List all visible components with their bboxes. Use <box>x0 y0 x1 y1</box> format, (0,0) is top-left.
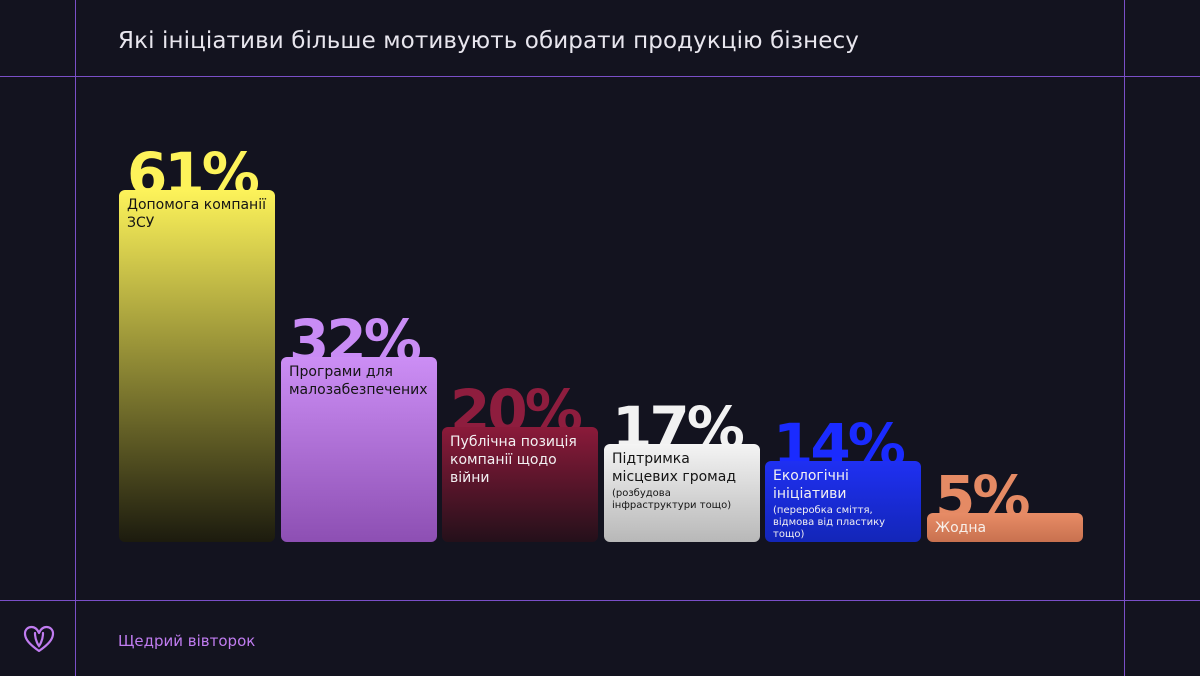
frame-left-line <box>75 0 76 676</box>
bar-category-label: Допомога компанії ЗСУ <box>127 197 266 231</box>
bar: Екологічні ініціативи (переробка сміття, … <box>765 461 921 542</box>
chart-title: Які ініціативи більше мотивують обирати … <box>118 28 859 54</box>
heart-logo-icon <box>23 625 55 653</box>
bar: Публічна позиція компанії щодо війни <box>442 427 598 542</box>
frame-bottom-line <box>0 600 1200 601</box>
bar-category-sublabel: (переробка сміття, відмова від пластику … <box>773 505 886 540</box>
frame-top-line <box>0 76 1200 77</box>
bar-category-label: Жодна <box>935 520 987 536</box>
bar-category-label: Екологічні ініціативи <box>773 468 849 502</box>
bar-category-label: Публічна позиція компанії щодо війни <box>450 434 577 486</box>
bar-category-label: Підтримка місцевих громад <box>612 451 737 485</box>
bar: Програми для малозабезпечених <box>281 357 437 542</box>
bar: Допомога компанії ЗСУ <box>119 190 275 542</box>
bar: Підтримка місцевих громад (розбудова інфр… <box>604 444 760 542</box>
bar-category-label: Програми для малозабезпечених <box>289 364 428 398</box>
frame-right-line <box>1124 0 1125 676</box>
bar: Жодна <box>927 513 1083 542</box>
bar-category-sublabel: (розбудова інфраструктури тощо) <box>612 488 732 511</box>
brand-name: Щедрий вівторок <box>118 632 256 650</box>
